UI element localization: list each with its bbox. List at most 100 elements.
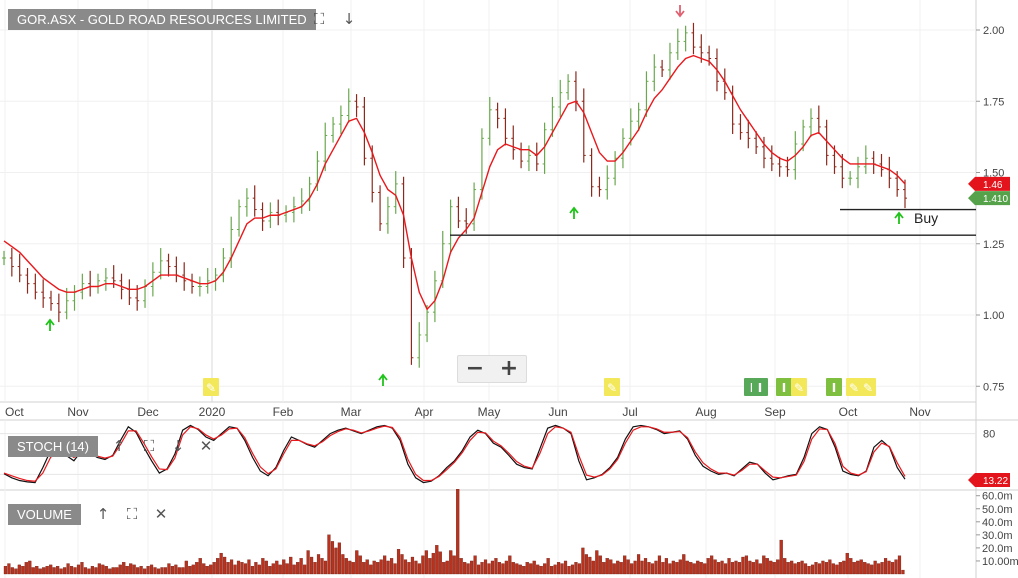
info-marker-glyph: I xyxy=(758,381,762,395)
volume-bar xyxy=(668,563,672,575)
arrow-down-icon[interactable]: ↓ xyxy=(171,437,185,455)
volume-bar xyxy=(153,567,157,575)
volume-bar xyxy=(83,567,88,575)
y-tick-label: 1.25 xyxy=(983,239,1004,251)
close-price-tag-shape xyxy=(968,191,1010,206)
maximize-icon[interactable]: ⛶ xyxy=(143,437,155,455)
volume-bar xyxy=(797,562,801,575)
x-tick-label: Sep xyxy=(764,405,786,419)
up-arrow-marker xyxy=(894,211,904,224)
stoch-k-line xyxy=(3,424,906,484)
volume-bar xyxy=(863,562,867,575)
volume-bar xyxy=(104,566,108,575)
volume-bar xyxy=(38,568,42,575)
y-tick-label: 1.50 xyxy=(983,168,1004,180)
volume-bar xyxy=(431,552,435,575)
volume-bar xyxy=(320,558,324,575)
arrow-up-icon[interactable]: ↑ xyxy=(112,437,126,455)
x-tick-label: Nov xyxy=(909,405,930,419)
x-tick-label: Dec xyxy=(137,405,158,419)
arrow-down-icon[interactable]: ↓ xyxy=(342,10,356,28)
volume-bar xyxy=(682,554,686,575)
volume-bar xyxy=(383,555,387,575)
volume-bar xyxy=(473,555,477,575)
zoom-out-button[interactable]: − xyxy=(465,356,485,381)
x-tick-label: Jul xyxy=(622,405,637,419)
volume-bar xyxy=(410,556,415,575)
volume-bar xyxy=(696,560,700,575)
volume-bar xyxy=(626,559,630,575)
volume-bar xyxy=(449,550,453,575)
maximize-icon[interactable]: ⛶ xyxy=(313,10,325,28)
arrow-up-icon[interactable]: ↑ xyxy=(96,505,110,523)
close-icon[interactable]: ✕ xyxy=(154,505,168,523)
volume-bar xyxy=(852,562,856,575)
volume-bar xyxy=(581,547,585,575)
volume-bar xyxy=(494,558,498,575)
volume-bar xyxy=(306,550,310,575)
volume-bar xyxy=(31,567,35,575)
volume-bar xyxy=(445,560,449,575)
volume-bar xyxy=(177,567,181,575)
volume-bar xyxy=(358,555,362,575)
volume-bar xyxy=(772,562,776,575)
volume-bar xyxy=(146,566,150,575)
volume-bar xyxy=(438,551,442,575)
note-marker-glyph: ✎ xyxy=(863,381,873,395)
volume-bar xyxy=(831,563,835,575)
volume-bar xyxy=(563,560,568,575)
volume-bar xyxy=(365,559,369,575)
close-icon[interactable]: ✕ xyxy=(199,437,213,455)
note-marker-box xyxy=(860,378,876,396)
volume-bar xyxy=(69,566,74,575)
volume-bar xyxy=(139,566,143,575)
volume-bar xyxy=(257,564,261,575)
volume-bar xyxy=(195,562,199,575)
volume-bar xyxy=(435,545,439,575)
volume-bar xyxy=(755,559,759,575)
volume-bar xyxy=(42,567,46,575)
volume-bar xyxy=(3,566,8,575)
note-marker-box xyxy=(846,378,862,396)
volume-bar xyxy=(824,562,829,575)
note-marker-glyph: ✎ xyxy=(206,381,216,395)
stoch-plot xyxy=(3,424,906,484)
volume-bar xyxy=(268,566,272,575)
volume-bar xyxy=(143,568,147,575)
volume-bar xyxy=(849,558,853,575)
volume-bar xyxy=(828,559,832,575)
volume-bar xyxy=(588,556,592,575)
volume-bar xyxy=(598,555,602,575)
volume-bar xyxy=(800,560,804,575)
volume-bar xyxy=(595,550,599,575)
volume-bar xyxy=(901,569,905,575)
volume-bar xyxy=(609,559,613,575)
volume-bar xyxy=(49,564,53,575)
volume-bar xyxy=(814,562,818,575)
volume-bar xyxy=(156,568,161,575)
volume-bar xyxy=(205,566,209,575)
zoom-in-button[interactable]: + xyxy=(499,356,519,381)
down-arrow-marker xyxy=(675,5,685,18)
maximize-icon[interactable]: ⛶ xyxy=(126,505,138,523)
volume-bar xyxy=(870,564,874,575)
volume-bar xyxy=(480,562,484,575)
volume-bar xyxy=(470,560,474,575)
stoch-d-line xyxy=(3,425,906,482)
volume-bar xyxy=(313,562,317,575)
volume-bar xyxy=(21,566,25,575)
volume-bar xyxy=(94,567,98,575)
stoch-tick-label: 80 xyxy=(983,429,995,441)
note-marker: ✎ xyxy=(846,378,862,396)
volume-bar xyxy=(779,539,783,575)
volume-bar xyxy=(605,558,609,575)
volume-bar xyxy=(720,560,724,575)
volume-bar xyxy=(543,563,547,575)
volume-bar xyxy=(243,563,248,575)
volume-bar xyxy=(570,564,575,575)
info-marker-glyph: I xyxy=(782,381,786,395)
up-arrow-head xyxy=(378,373,388,381)
volume-bar xyxy=(73,567,77,575)
volume-bar xyxy=(66,563,70,575)
volume-bar xyxy=(765,558,769,575)
